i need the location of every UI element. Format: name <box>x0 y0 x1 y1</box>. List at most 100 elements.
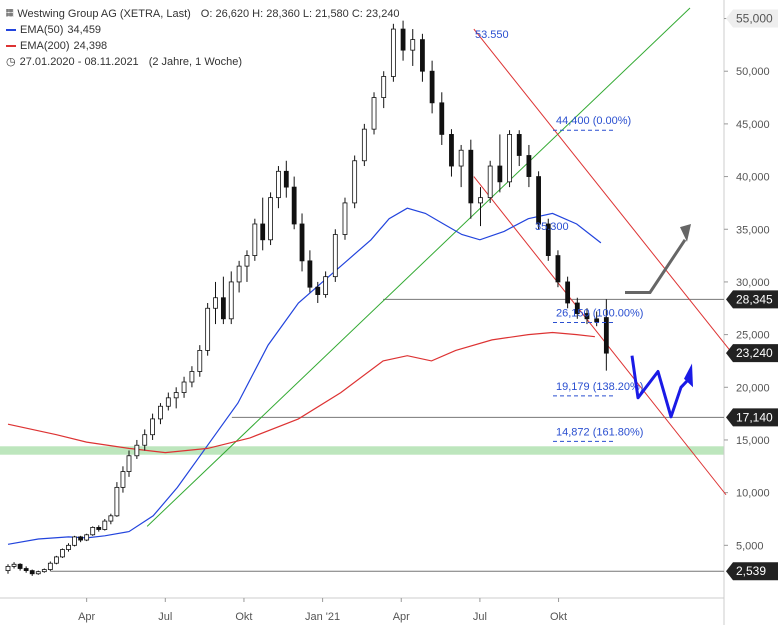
candle-up <box>47 562 53 570</box>
candle <box>41 568 47 573</box>
ohlc-readout: O: 26,620 H: 28,360 L: 21,580 C: 23,240 <box>200 8 400 20</box>
candle <box>449 129 454 177</box>
y-tick-label: 20,000 <box>736 382 770 394</box>
ema50-label: EMA(50) <box>20 24 64 36</box>
y-tick-label: 5,000 <box>736 540 764 552</box>
ema50-swatch <box>6 29 16 31</box>
y-tick-label: 45,000 <box>736 119 770 131</box>
candle-down <box>17 563 23 569</box>
y-tick-label: 40,000 <box>736 172 770 184</box>
candle-down <box>594 318 600 323</box>
candle <box>72 535 77 547</box>
candle <box>400 20 406 61</box>
candle <box>594 311 600 327</box>
candle <box>84 533 90 542</box>
candle <box>54 555 59 565</box>
clock-icon: ◷ <box>6 56 16 68</box>
candle <box>468 139 474 219</box>
x-tick-label: Jul <box>473 611 487 623</box>
y-tick-label: 15,000 <box>736 435 770 447</box>
candle <box>90 526 96 536</box>
candle-down <box>420 39 425 72</box>
candle-up <box>361 128 367 162</box>
candle-up <box>478 197 483 204</box>
fib-annotation: 35.300 <box>535 221 569 233</box>
candle-down <box>565 281 571 304</box>
candle <box>332 229 338 282</box>
ema50-value: 34,459 <box>67 24 102 36</box>
candle-up <box>458 149 464 167</box>
candle-down <box>429 70 435 104</box>
candle-up <box>268 197 273 241</box>
candle-up <box>11 563 17 567</box>
fib-annotation: 44,400 (0.00%) <box>556 115 631 127</box>
candle <box>323 271 329 298</box>
candle <box>283 160 289 198</box>
candle <box>291 176 297 230</box>
candle-up <box>41 569 47 573</box>
candle-up <box>332 234 338 278</box>
candle-up <box>244 255 250 267</box>
candle <box>420 33 425 82</box>
candle <box>352 155 358 209</box>
candle-up <box>120 471 126 488</box>
candle <box>536 171 541 230</box>
candle <box>228 271 234 325</box>
candle-down <box>29 570 35 575</box>
candle-down <box>315 286 321 295</box>
candle <box>268 192 273 246</box>
legend-title-row: 𝄜 Westwing Group AG (XETRA, Last) O: 26,… <box>6 6 400 22</box>
candle-up <box>205 307 211 351</box>
candle <box>35 570 41 575</box>
x-tick-label: Okt <box>235 611 252 623</box>
candle-down <box>439 102 445 135</box>
candle-down <box>574 302 580 314</box>
ema200-value: 24,398 <box>73 40 108 52</box>
candle <box>439 92 445 145</box>
fib-annotation: 14,872 (161.80%) <box>556 426 643 438</box>
candle-down <box>497 165 503 183</box>
legend-ema200: EMA(200) 24,398 <box>6 38 400 54</box>
candle-down <box>260 223 266 241</box>
x-tick-label: Apr <box>78 611 95 623</box>
chart-title: Westwing Group AG (XETRA, Last) <box>17 8 191 20</box>
candle-down <box>555 255 561 283</box>
candle-up <box>158 405 163 420</box>
candle-up <box>60 549 65 558</box>
candle <box>342 197 348 240</box>
price-badge: 23,240 <box>726 344 778 363</box>
candle <box>276 166 281 209</box>
price-badge: 2,539 <box>726 562 778 581</box>
candle <box>410 29 416 66</box>
candle-down <box>545 223 551 256</box>
candle-up <box>236 265 242 283</box>
candle-up <box>371 97 377 130</box>
candle <box>390 23 396 82</box>
candle <box>361 123 367 167</box>
candle-up <box>84 534 90 541</box>
candle-up <box>142 434 148 446</box>
candle-down <box>468 149 474 204</box>
candle <box>497 134 503 193</box>
candle-up <box>72 536 77 546</box>
candle-down <box>584 313 590 320</box>
candle-up <box>54 556 59 564</box>
candle-up <box>381 76 387 98</box>
candle-up <box>126 455 132 472</box>
candle <box>181 376 187 398</box>
candle <box>545 218 551 261</box>
candle-down <box>291 186 297 225</box>
badge-shape <box>726 344 778 363</box>
candle-down <box>23 568 29 572</box>
candle <box>220 276 226 325</box>
channel-upper <box>473 28 731 351</box>
candle-up <box>252 223 258 256</box>
candle-up <box>108 515 114 522</box>
price-badge: 17,140 <box>726 408 778 427</box>
candle-up <box>390 28 396 77</box>
candle <box>158 403 163 425</box>
candle <box>478 187 483 227</box>
price-badge: 55,000 <box>726 9 778 28</box>
